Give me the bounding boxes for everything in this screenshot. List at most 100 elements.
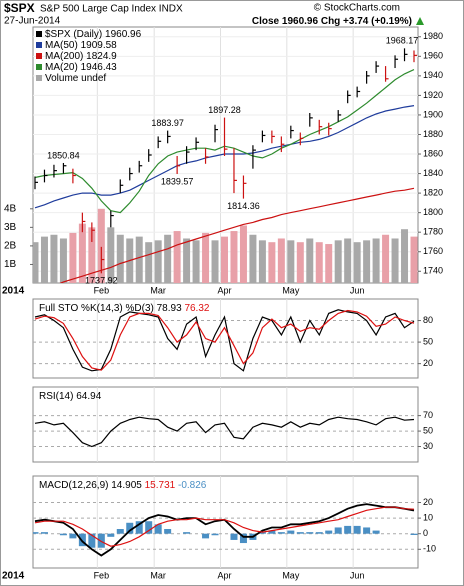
histogram-bar — [69, 533, 77, 539]
volume-bar — [183, 238, 191, 283]
series-line — [34, 416, 415, 448]
panel-title: RSI(14) 64.94 — [39, 391, 102, 402]
y-tick-label: 50 — [423, 336, 433, 346]
y-tick-label: 70 — [423, 410, 433, 420]
x-tick-label: May — [282, 570, 300, 580]
y-tick-label: 1780 — [423, 227, 443, 237]
histogram-bar — [268, 530, 276, 534]
histogram-bar — [410, 533, 418, 535]
change: Chg +3.74 (+0.19%) — [321, 16, 412, 27]
volume-bar — [306, 238, 314, 283]
histogram-bar — [287, 530, 295, 534]
histogram-bar — [211, 533, 219, 536]
volume-bar — [97, 208, 105, 283]
up-arrow — [416, 17, 424, 25]
y-tick-label: 1940 — [423, 70, 443, 80]
histogram-bar — [33, 532, 39, 534]
plot — [33, 27, 418, 283]
plot — [33, 387, 418, 462]
histogram-bar — [126, 522, 134, 534]
close-label: Close — [252, 16, 280, 27]
y-tick-label: 10 — [423, 512, 433, 522]
volume-tick-label: 4B — [4, 203, 17, 214]
volume-bar — [315, 242, 323, 283]
plot — [33, 299, 418, 378]
volume-bar — [391, 238, 399, 283]
title-text: Full STO %K(14,3) %D(3) — [39, 303, 154, 314]
volume-bar — [154, 240, 162, 283]
legend-name: MA(200) — [45, 51, 83, 62]
histogram-bar — [372, 530, 380, 534]
y-tick-label: 1840 — [423, 168, 443, 178]
annotation: 1737.92 — [85, 276, 118, 286]
histogram-bar — [277, 532, 285, 534]
histogram-bar — [296, 532, 304, 534]
title-text: RSI(14) — [39, 391, 73, 402]
y-tick-label: 1740 — [423, 266, 443, 276]
x-tick-label: Apr — [217, 570, 231, 580]
source: © StockCharts.com — [314, 3, 400, 14]
y-tick-label: 1820 — [423, 187, 443, 197]
volume-bar — [50, 234, 58, 283]
volume-bar — [353, 242, 361, 283]
volume-bar — [363, 240, 371, 283]
y-tick-label: 20 — [423, 497, 433, 507]
legend-value: 1946.43 — [81, 62, 118, 73]
y-tick-label: 1880 — [423, 129, 443, 139]
legend-entry: MA(50) 1909.58 — [45, 40, 117, 51]
plot — [33, 476, 418, 568]
y-tick-label: 1800 — [423, 207, 443, 217]
annotation: 1897.28 — [208, 105, 241, 115]
histogram-bar — [145, 521, 153, 534]
histogram-bar — [230, 533, 238, 540]
legend-name: $SPX (Daily) — [45, 29, 102, 40]
y-tick-label: 1980 — [423, 31, 443, 41]
volume-bar — [382, 234, 390, 283]
histogram-bar — [315, 532, 323, 534]
volume-bar — [40, 236, 48, 283]
close-line: Close 1960.96 Chg +3.74 (+0.19%) — [252, 16, 412, 27]
series-line — [34, 506, 415, 547]
x-tick-label: Mar — [150, 570, 166, 580]
volume-bar — [192, 240, 200, 283]
legend-entry: MA(200) 1824.9 — [45, 51, 117, 62]
volume-bar — [69, 232, 77, 283]
panel-title: Full STO %K(14,3) %D(3) 78.93 76.32 — [39, 303, 210, 314]
volume-tick-label: 3B — [4, 222, 17, 233]
title-value: 64.94 — [76, 391, 101, 402]
volume-bar — [107, 227, 115, 283]
annotation: 1839.57 — [161, 176, 194, 186]
date: 27-Jun-2014 — [4, 16, 61, 27]
legend-value: 1960.96 — [105, 29, 142, 40]
histogram-bar — [107, 533, 115, 537]
volume-bar — [334, 240, 342, 283]
annotation: 1883.97 — [151, 118, 184, 128]
volume-bar — [410, 236, 418, 283]
histogram-bar — [183, 532, 191, 534]
y-tick-label: 50 — [423, 425, 433, 435]
histogram-bar — [116, 529, 124, 534]
symbol: $SPX — [4, 1, 35, 15]
y-tick-label: -10 — [423, 544, 436, 554]
volume-bar — [268, 242, 276, 283]
volume-bar — [202, 232, 210, 283]
volume-bar — [211, 240, 219, 283]
volume-bar — [116, 234, 124, 283]
volume-bar — [59, 238, 67, 283]
histogram-bar — [325, 530, 333, 534]
y-tick-label: 1920 — [423, 90, 443, 100]
y-tick-label: 1760 — [423, 246, 443, 256]
volume-tick-label: 2B — [4, 241, 17, 252]
histogram-bar — [239, 533, 247, 544]
histogram-bar — [154, 524, 162, 534]
x-tick-label: Jun — [350, 285, 365, 295]
histogram-bar — [334, 527, 342, 534]
volume-bar — [230, 231, 238, 283]
y-tick-label: 1900 — [423, 109, 443, 119]
title-value: 14.905 — [111, 480, 142, 491]
title-value: -0.826 — [178, 480, 207, 491]
legend-swatch — [36, 75, 42, 81]
histogram-bar — [363, 527, 371, 534]
y-tick-label: 1960 — [423, 51, 443, 61]
